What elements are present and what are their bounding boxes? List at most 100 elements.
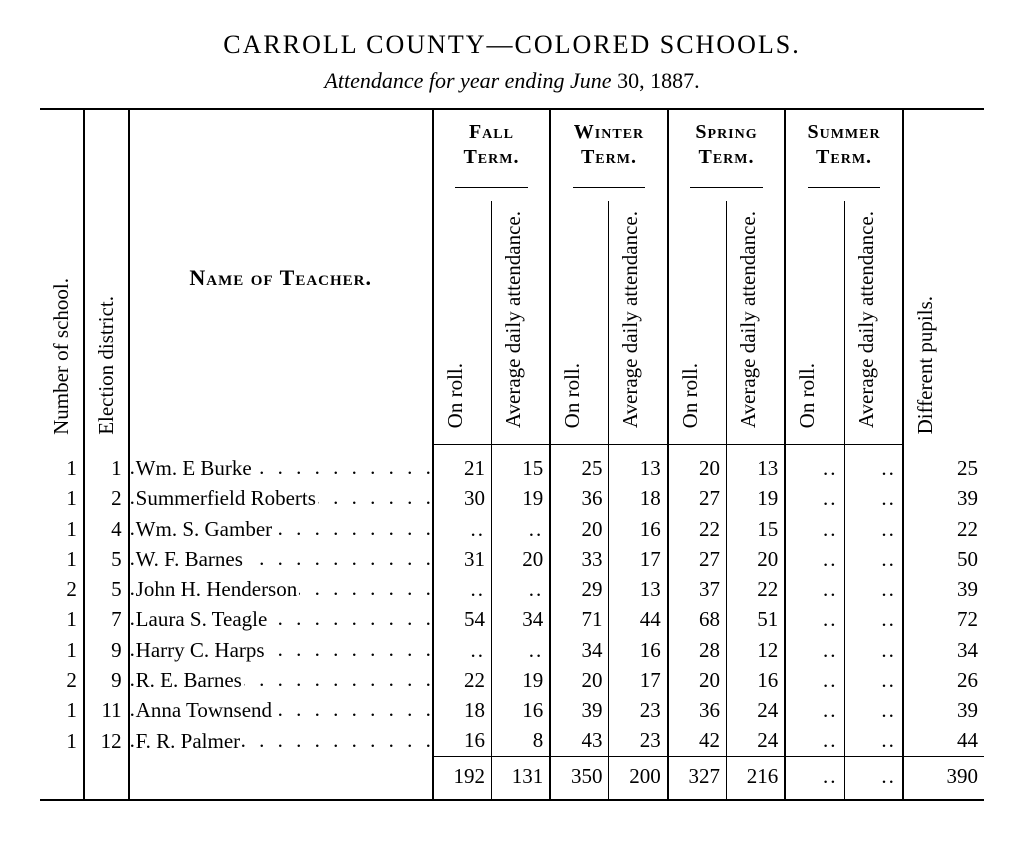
cell-sum-avg: .. bbox=[844, 445, 903, 484]
cell-fall-avg: .. bbox=[491, 574, 550, 604]
col-summer-term: Summer Term. bbox=[785, 109, 903, 201]
cell-win-avg: 23 bbox=[609, 725, 668, 756]
cell-district: 9 bbox=[84, 635, 129, 665]
cell-school-no: 1 bbox=[40, 695, 84, 725]
cell-sum-roll: .. bbox=[785, 544, 844, 574]
cell-diff: 39 bbox=[903, 695, 984, 725]
subtitle-prefix: Attendance for year ending June bbox=[324, 68, 617, 93]
col-spring-onroll: On roll. bbox=[668, 201, 727, 445]
cell-fall-roll: .. bbox=[433, 514, 492, 544]
cell-win-avg: 18 bbox=[609, 483, 668, 513]
total-sum-avg: .. bbox=[844, 756, 903, 800]
cell-spr-avg: 13 bbox=[727, 445, 786, 484]
cell-win-roll: 33 bbox=[550, 544, 609, 574]
cell-spr-avg: 15 bbox=[727, 514, 786, 544]
cell-fall-roll: .. bbox=[433, 635, 492, 665]
cell-spr-roll: 27 bbox=[668, 544, 727, 574]
cell-spr-avg: 51 bbox=[727, 604, 786, 634]
cell-sum-roll: .. bbox=[785, 574, 844, 604]
cell-win-avg: 17 bbox=[609, 544, 668, 574]
cell-fall-roll: 16 bbox=[433, 725, 492, 756]
page-subtitle: Attendance for year ending June 30, 1887… bbox=[40, 68, 984, 94]
cell-fall-avg: 16 bbox=[491, 695, 550, 725]
cell-fall-avg: .. bbox=[491, 635, 550, 665]
cell-sum-avg: .. bbox=[844, 483, 903, 513]
cell-school-no: 2 bbox=[40, 574, 84, 604]
table-row: 17. . . . . . . . . . . . . . . . . . . … bbox=[40, 604, 984, 634]
cell-fall-avg: 19 bbox=[491, 483, 550, 513]
totals-row: 192 131 350 200 327 216 .. .. 390 bbox=[40, 756, 984, 800]
cell-spr-roll: 20 bbox=[668, 665, 727, 695]
cell-sum-avg: .. bbox=[844, 725, 903, 756]
cell-spr-roll: 27 bbox=[668, 483, 727, 513]
cell-win-roll: 25 bbox=[550, 445, 609, 484]
cell-sum-avg: .. bbox=[844, 665, 903, 695]
table-row: 29. . . . . . . . . . . . . . . . . . . … bbox=[40, 665, 984, 695]
cell-spr-avg: 12 bbox=[727, 635, 786, 665]
cell-win-roll: 20 bbox=[550, 665, 609, 695]
cell-fall-roll: 22 bbox=[433, 665, 492, 695]
cell-district: 4 bbox=[84, 514, 129, 544]
cell-win-roll: 43 bbox=[550, 725, 609, 756]
cell-sum-roll: .. bbox=[785, 604, 844, 634]
col-district: Election district. bbox=[84, 109, 129, 445]
col-summer-avg: Average daily attendance. bbox=[844, 201, 903, 445]
cell-win-roll: 36 bbox=[550, 483, 609, 513]
cell-spr-roll: 22 bbox=[668, 514, 727, 544]
col-different-pupils: Different pupils. bbox=[903, 109, 984, 445]
cell-win-avg: 23 bbox=[609, 695, 668, 725]
col-teacher: Name of Teacher. bbox=[129, 109, 433, 445]
cell-win-avg: 17 bbox=[609, 665, 668, 695]
total-sum-roll: .. bbox=[785, 756, 844, 800]
cell-diff: 22 bbox=[903, 514, 984, 544]
cell-sum-roll: .. bbox=[785, 445, 844, 484]
total-fall-roll: 192 bbox=[433, 756, 492, 800]
cell-spr-roll: 37 bbox=[668, 574, 727, 604]
col-school-no: Number of school. bbox=[40, 109, 84, 445]
cell-spr-avg: 16 bbox=[727, 665, 786, 695]
cell-win-avg: 13 bbox=[609, 445, 668, 484]
cell-school-no: 1 bbox=[40, 635, 84, 665]
table-row: 11. . . . . . . . . . . . . . . . . . . … bbox=[40, 445, 984, 484]
table-row: 12. . . . . . . . . . . . . . . . . . . … bbox=[40, 483, 984, 513]
cell-diff: 26 bbox=[903, 665, 984, 695]
table-row: 25. . . . . . . . . . . . . . . . . . . … bbox=[40, 574, 984, 604]
cell-sum-roll: .. bbox=[785, 483, 844, 513]
total-win-avg: 200 bbox=[609, 756, 668, 800]
cell-teacher-name: . . . . . . . . . . . . . . . . . . . . … bbox=[129, 725, 433, 756]
cell-fall-roll: .. bbox=[433, 574, 492, 604]
col-fall-avg: Average daily attendance. bbox=[491, 201, 550, 445]
cell-district: 12 bbox=[84, 725, 129, 756]
cell-spr-roll: 36 bbox=[668, 695, 727, 725]
cell-diff: 44 bbox=[903, 725, 984, 756]
cell-diff: 39 bbox=[903, 574, 984, 604]
cell-sum-roll: .. bbox=[785, 695, 844, 725]
cell-school-no: 1 bbox=[40, 514, 84, 544]
cell-spr-avg: 22 bbox=[727, 574, 786, 604]
cell-sum-roll: .. bbox=[785, 665, 844, 695]
cell-fall-avg: 19 bbox=[491, 665, 550, 695]
col-summer-onroll: On roll. bbox=[785, 201, 844, 445]
cell-fall-avg: 20 bbox=[491, 544, 550, 574]
cell-teacher-name: . . . . . . . . . . . . . . . . . . . . … bbox=[129, 695, 433, 725]
cell-win-avg: 13 bbox=[609, 574, 668, 604]
cell-school-no: 1 bbox=[40, 725, 84, 756]
cell-win-roll: 71 bbox=[550, 604, 609, 634]
attendance-table: Number of school. Election district. Nam… bbox=[40, 108, 984, 801]
cell-fall-roll: 30 bbox=[433, 483, 492, 513]
cell-teacher-name: . . . . . . . . . . . . . . . . . . . . … bbox=[129, 445, 433, 484]
cell-fall-avg: .. bbox=[491, 514, 550, 544]
cell-spr-roll: 68 bbox=[668, 604, 727, 634]
cell-win-roll: 39 bbox=[550, 695, 609, 725]
total-fall-avg: 131 bbox=[491, 756, 550, 800]
cell-district: 11 bbox=[84, 695, 129, 725]
cell-diff: 50 bbox=[903, 544, 984, 574]
cell-win-avg: 16 bbox=[609, 635, 668, 665]
table-row: 112. . . . . . . . . . . . . . . . . . .… bbox=[40, 725, 984, 756]
cell-fall-avg: 8 bbox=[491, 725, 550, 756]
col-winter-avg: Average daily attendance. bbox=[609, 201, 668, 445]
cell-fall-avg: 15 bbox=[491, 445, 550, 484]
cell-district: 1 bbox=[84, 445, 129, 484]
cell-sum-avg: .. bbox=[844, 514, 903, 544]
cell-district: 9 bbox=[84, 665, 129, 695]
